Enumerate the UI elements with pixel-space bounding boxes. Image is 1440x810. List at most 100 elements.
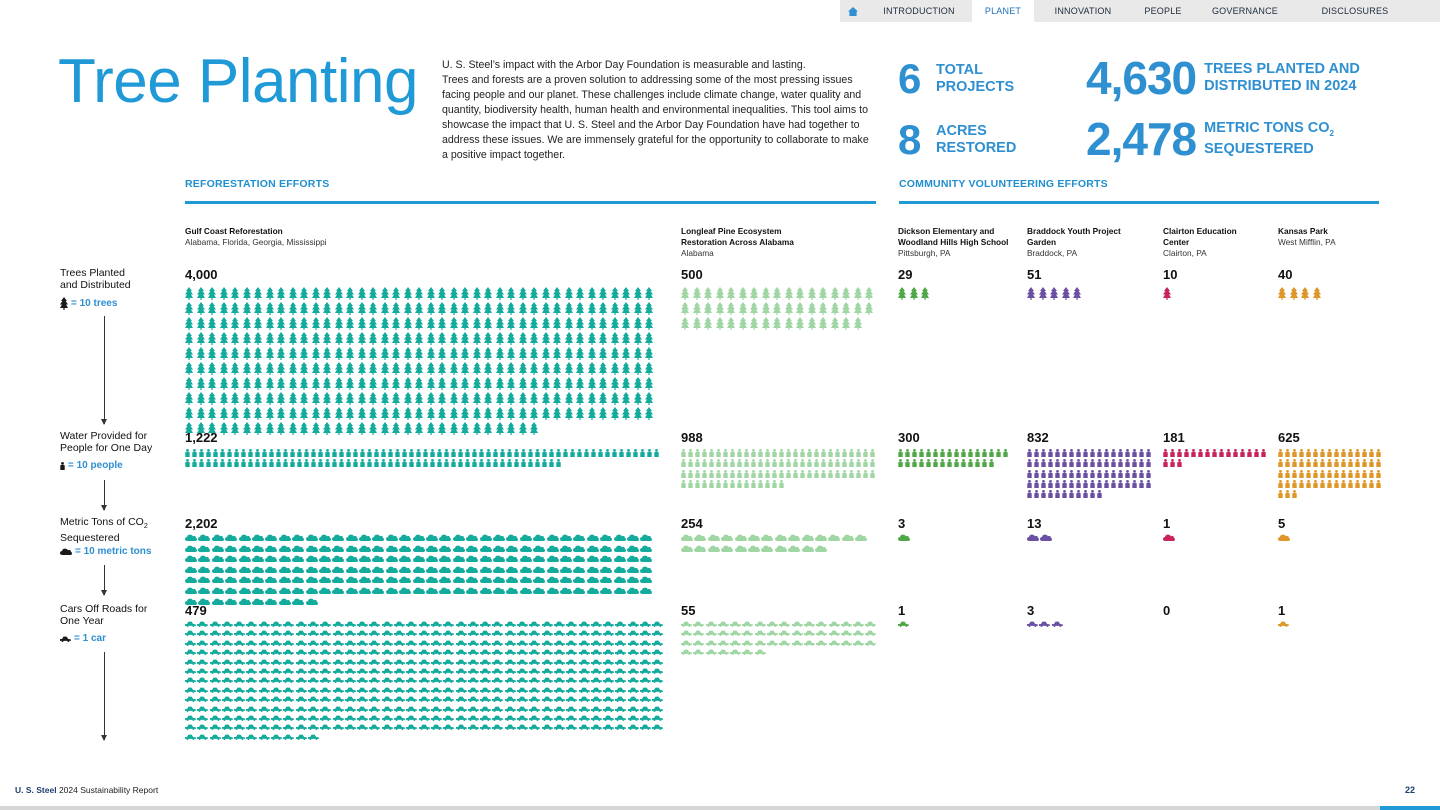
car-icon xyxy=(443,640,455,646)
car-icon xyxy=(283,668,295,674)
tree-icon xyxy=(1073,287,1081,300)
person-icon xyxy=(374,449,379,457)
person-icon xyxy=(688,459,693,468)
person-icon xyxy=(835,469,840,478)
cloud-icon xyxy=(788,545,801,552)
icon-grid-co2 xyxy=(681,534,869,555)
car-icon xyxy=(754,649,766,656)
car-icon xyxy=(246,687,258,693)
person-icon xyxy=(1299,449,1304,457)
car-icon xyxy=(865,640,877,646)
person-icon xyxy=(1090,459,1095,468)
tree-icon xyxy=(461,407,469,420)
cloud-icon xyxy=(573,566,586,573)
tree-icon xyxy=(185,317,193,330)
tree-icon xyxy=(853,317,862,330)
tree-icon xyxy=(576,287,584,300)
car-icon xyxy=(578,696,590,703)
person-icon xyxy=(898,449,903,457)
tree-icon xyxy=(185,392,193,405)
car-icon xyxy=(418,621,430,627)
nav-tab-planet[interactable]: PLANET xyxy=(972,0,1034,22)
car-icon xyxy=(332,687,344,693)
car-icon xyxy=(504,715,516,721)
tree-icon xyxy=(346,302,354,315)
tree-icon xyxy=(449,347,458,360)
cloud-icon xyxy=(626,545,639,552)
tree-icon xyxy=(599,407,607,420)
tree-icon xyxy=(495,302,504,315)
car-icon xyxy=(615,640,627,646)
tree-icon xyxy=(773,317,781,330)
person-icon xyxy=(870,449,875,457)
car-icon xyxy=(504,659,516,665)
cloud-icon xyxy=(626,576,639,584)
car-icon xyxy=(332,649,344,656)
nav-tab-disclosures[interactable]: DISCLOSURES xyxy=(1321,6,1389,16)
car-icon xyxy=(209,630,221,637)
cloud-icon xyxy=(225,566,238,573)
car-icon xyxy=(209,640,221,646)
car-icon xyxy=(566,621,578,627)
nav-tab-governance[interactable]: GOVERNANCE xyxy=(1211,6,1278,16)
tree-icon xyxy=(472,332,481,345)
tree-icon xyxy=(495,287,504,300)
car-icon xyxy=(185,659,196,665)
cloud-icon xyxy=(372,566,385,573)
person-icon xyxy=(479,459,484,468)
car-icon xyxy=(271,640,283,646)
nav-tab-people[interactable]: PEOPLE xyxy=(1144,6,1182,16)
car-icon xyxy=(681,640,692,646)
person-icon xyxy=(1285,479,1290,488)
tree-icon xyxy=(265,302,274,315)
cloud-icon xyxy=(399,576,412,584)
tree-icon xyxy=(807,317,816,330)
cloud-icon xyxy=(211,566,224,573)
tree-icon xyxy=(587,362,596,375)
car-icon xyxy=(209,715,221,721)
tree-icon xyxy=(254,287,262,300)
car-icon xyxy=(357,706,369,712)
nav-tab-innovation[interactable]: INNOVATION xyxy=(1054,6,1112,16)
cloud-icon xyxy=(600,566,613,573)
car-icon xyxy=(779,640,791,646)
car-icon xyxy=(406,696,418,703)
home-tab[interactable] xyxy=(840,0,866,22)
car-icon xyxy=(344,687,356,693)
tree-icon xyxy=(622,407,630,420)
tree-icon xyxy=(530,317,538,330)
person-icon xyxy=(1285,490,1290,499)
person-icon xyxy=(723,479,728,488)
car-icon xyxy=(295,677,307,684)
nav-tab-introduction[interactable]: INTRODUCTION xyxy=(883,6,955,16)
person-icon xyxy=(856,449,861,457)
cloud-icon xyxy=(225,587,238,594)
car-icon xyxy=(615,687,627,693)
cloud-icon xyxy=(318,587,331,594)
person-icon xyxy=(598,449,603,457)
car-icon xyxy=(271,687,283,693)
tree-icon xyxy=(219,287,228,300)
tree-icon xyxy=(472,347,481,360)
metric-label-water: Water Provided for People for One Day xyxy=(60,430,153,454)
tree-icon xyxy=(415,407,423,420)
car-icon xyxy=(529,687,541,693)
tree-icon xyxy=(334,377,343,390)
car-icon xyxy=(639,668,651,674)
tree-icon xyxy=(750,287,758,300)
person-icon xyxy=(514,459,519,468)
car-icon xyxy=(816,630,828,637)
tree-icon xyxy=(208,407,216,420)
icon-grid-trees xyxy=(1027,287,1154,302)
car-icon xyxy=(717,640,729,646)
car-icon xyxy=(307,649,319,656)
project-name: Gulf Coast Reforestation xyxy=(185,226,283,236)
person-icon xyxy=(919,449,924,457)
person-icon xyxy=(870,459,875,468)
tree-icon xyxy=(208,422,216,435)
car-icon xyxy=(603,706,615,712)
person-icon xyxy=(1355,479,1360,488)
car-icon xyxy=(209,677,221,684)
cloud-icon xyxy=(721,534,734,541)
tree-icon xyxy=(484,422,492,435)
